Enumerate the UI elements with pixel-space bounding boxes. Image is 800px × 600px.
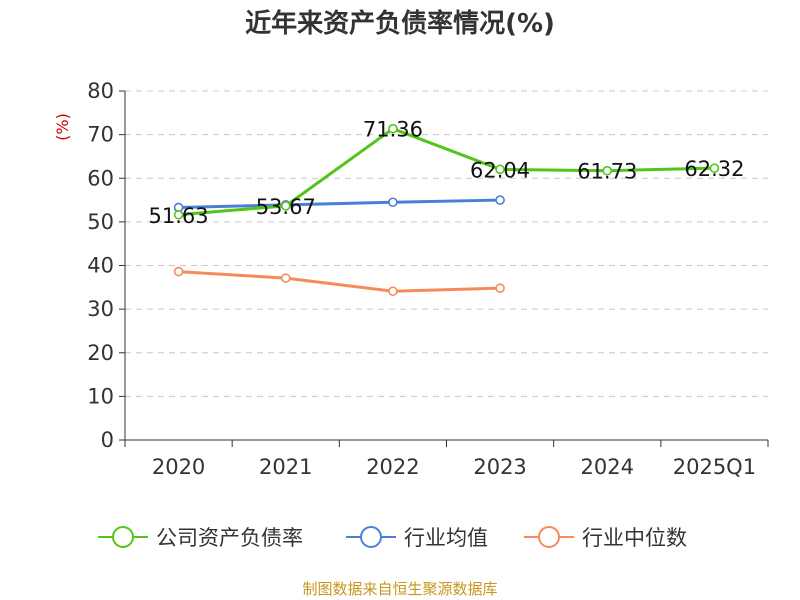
y-tick-label: 70 bbox=[87, 123, 114, 147]
x-tick-label: 2020 bbox=[152, 455, 205, 479]
legend-marker bbox=[538, 526, 560, 548]
data-point bbox=[495, 195, 505, 205]
data-label: 61.73 bbox=[577, 160, 637, 184]
y-tick-label: 0 bbox=[101, 428, 114, 452]
y-tick-label: 60 bbox=[87, 166, 114, 190]
series-line bbox=[178, 127, 715, 217]
data-point bbox=[388, 286, 398, 297]
chart-title: 近年来资产负债率情况(%) bbox=[245, 8, 555, 39]
data-point bbox=[495, 283, 505, 293]
data-label: 51.63 bbox=[149, 204, 209, 228]
x-tick-label: 2021 bbox=[259, 455, 312, 479]
data-labels: 51.63 53.67 71.36 62.04 61.73 62.32 bbox=[149, 118, 745, 228]
y-tick-labels: 0 10 20 30 40 50 60 70 80 bbox=[87, 79, 114, 452]
legend-item[interactable]: 行业中位数 bbox=[524, 526, 687, 550]
data-label: 62.32 bbox=[684, 157, 744, 181]
x-tick-label: 2022 bbox=[366, 455, 419, 479]
data-point bbox=[173, 209, 184, 220]
legend-item[interactable]: 公司资产负债率 bbox=[98, 526, 303, 550]
y-axis-unit: (%) bbox=[53, 113, 72, 141]
data-point bbox=[709, 163, 720, 173]
data-point bbox=[280, 201, 291, 211]
series-line bbox=[178, 270, 501, 293]
gridlines bbox=[125, 90, 768, 397]
series-line bbox=[178, 198, 501, 209]
data-point bbox=[173, 266, 184, 277]
data-point bbox=[388, 197, 398, 208]
legend-marker bbox=[360, 526, 382, 548]
x-tick-labels: 2020 2021 2022 2023 2024 2025Q1 bbox=[152, 455, 756, 479]
data-point bbox=[280, 273, 291, 283]
y-tick-label: 50 bbox=[87, 210, 114, 234]
data-label: 62.04 bbox=[470, 158, 530, 182]
x-tick-label: 2025Q1 bbox=[673, 455, 756, 479]
data-point bbox=[495, 164, 505, 175]
y-tick-label: 40 bbox=[87, 254, 114, 278]
legend-item[interactable]: 行业均值 bbox=[346, 526, 488, 550]
axes bbox=[119, 90, 769, 447]
data-point bbox=[602, 165, 613, 176]
legend[interactable]: 公司资产负债率 行业均值 行业中位数 bbox=[98, 526, 687, 550]
y-tick-label: 20 bbox=[87, 341, 114, 365]
legend-label: 公司资产负债率 bbox=[156, 526, 303, 550]
y-tick-label: 30 bbox=[87, 297, 114, 321]
legend-marker bbox=[112, 526, 134, 548]
legend-label: 行业中位数 bbox=[582, 526, 687, 550]
y-tick-label: 80 bbox=[87, 79, 114, 103]
data-label: 71.36 bbox=[363, 118, 423, 142]
y-tick-label: 10 bbox=[87, 384, 114, 408]
x-tick-label: 2024 bbox=[581, 455, 634, 479]
x-tick-label: 2023 bbox=[473, 455, 526, 479]
data-point bbox=[388, 123, 398, 134]
legend-label: 行业均值 bbox=[404, 526, 488, 550]
data-label: 53.67 bbox=[256, 195, 316, 219]
series-lines bbox=[173, 123, 720, 297]
source-note: 制图数据来自恒生聚源数据库 bbox=[302, 580, 497, 598]
